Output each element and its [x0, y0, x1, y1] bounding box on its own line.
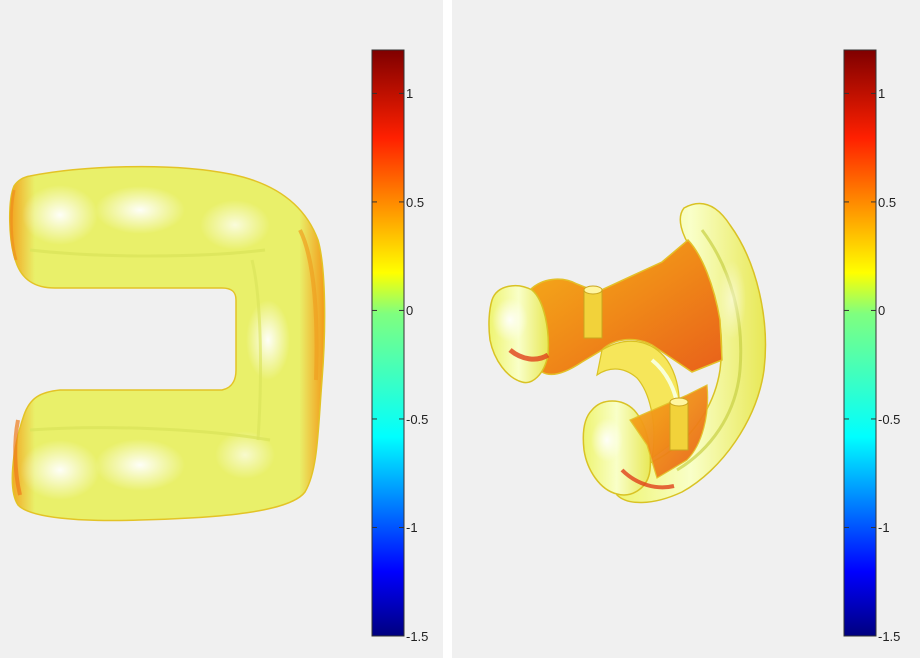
- cutaway-surface: [489, 203, 765, 502]
- colorbar-tick-label: 1: [406, 87, 413, 100]
- colorbar-tick-label: 0: [406, 304, 413, 317]
- colorbar-tick-label: -0.5: [878, 413, 900, 426]
- left-colorbar: [372, 50, 404, 636]
- colorbar-tick-label: 0.5: [878, 196, 896, 209]
- colorbar-tick-label: 0.5: [406, 196, 424, 209]
- colorbar-tick-label: -1.5: [878, 630, 900, 643]
- colorbar-tick-label: -1: [878, 521, 890, 534]
- left-panel: 1 0.5 0 -0.5 -1 -1.5: [0, 0, 443, 658]
- c-shaped-surface: [10, 167, 325, 521]
- right-panel: 1 0.5 0 -0.5 -1 -1.5: [452, 0, 920, 658]
- colorbar-tick-label: 1: [878, 87, 885, 100]
- right-plot-area: [452, 0, 920, 658]
- colorbar-tick-label: -0.5: [406, 413, 428, 426]
- left-plot-area: [0, 0, 443, 658]
- colorbar-tick-label: 0: [878, 304, 885, 317]
- right-colorbar: [844, 50, 876, 636]
- colorbar-tick-label: -1.5: [406, 630, 428, 643]
- colorbar-tick-label: -1: [406, 521, 418, 534]
